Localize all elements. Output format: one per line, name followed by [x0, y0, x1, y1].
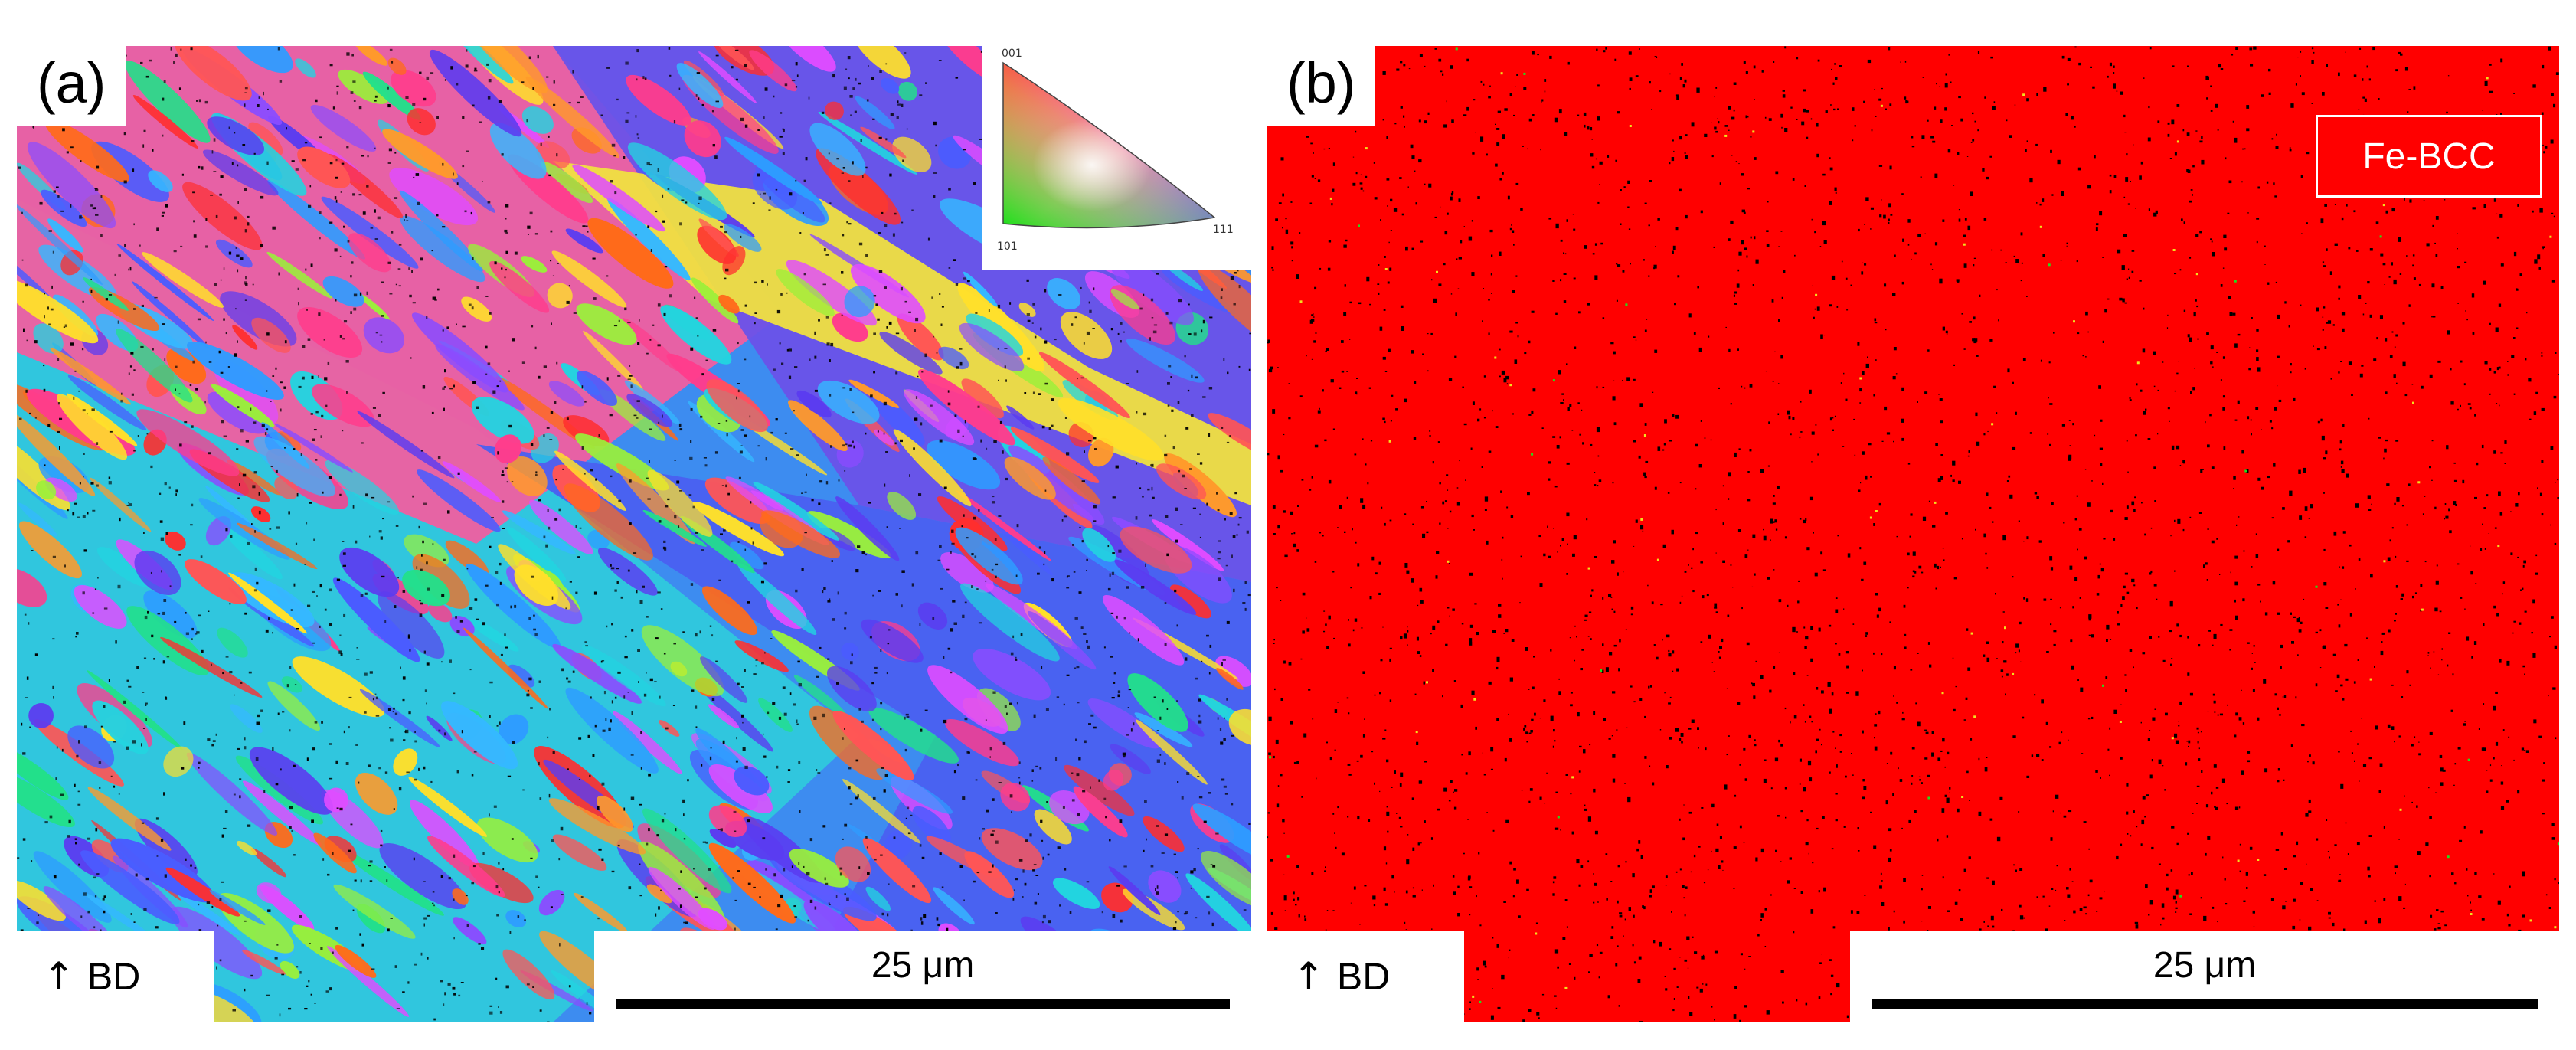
scale-bar-b: 25 μm: [1850, 931, 2559, 1022]
phase-label-text: Fe-BCC: [2362, 136, 2496, 177]
up-arrow-icon: ↑: [1293, 954, 1325, 999]
scale-bar-line: [616, 999, 1230, 1009]
scale-bar-line: [1872, 999, 2538, 1009]
up-arrow-icon: ↑: [43, 954, 75, 999]
scale-bar-label: 25 μm: [2153, 945, 2257, 986]
phase-map: [1267, 46, 2559, 1022]
scale-bar-a: 25 μm: [594, 931, 1251, 1022]
ipf-label-101: 101: [997, 240, 1018, 253]
ipf-color-key: 001 101 111: [982, 43, 1251, 270]
scale-bar-label: 25 μm: [871, 945, 975, 986]
ipf-triangle-icon: [1002, 61, 1216, 229]
build-direction-label: BD: [87, 955, 141, 998]
panel-b-label: (b): [1267, 46, 1376, 126]
build-direction-indicator-a: ↑ BD: [17, 931, 214, 1022]
build-direction-label: BD: [1336, 955, 1391, 998]
panel-a-label: (a): [17, 46, 126, 126]
phase-label-badge: Fe-BCC: [2316, 115, 2542, 198]
ipf-label-111: 111: [1213, 224, 1234, 236]
phase-map-panel: Fe-BCC: [1267, 46, 2559, 1022]
ipf-label-001: 001: [1002, 47, 1022, 60]
build-direction-indicator-b: ↑ BD: [1267, 931, 1464, 1022]
